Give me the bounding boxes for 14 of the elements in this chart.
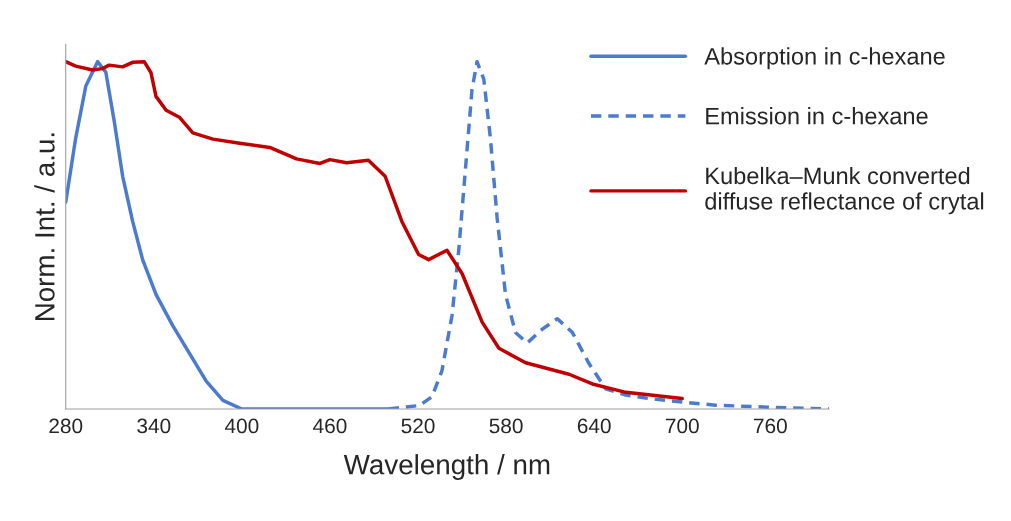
legend-label: Absorption in c-hexane bbox=[704, 47, 945, 70]
x-tick-label: 340 bbox=[137, 418, 171, 434]
x-tick-label: 700 bbox=[665, 418, 699, 434]
x-tick-label: 760 bbox=[753, 418, 787, 434]
legend-label: Kubelka–Munk converted diffuse reflectance of crytal bbox=[705, 166, 984, 215]
x-axis-title: Wavelength / nm bbox=[343, 454, 550, 480]
legend-label: Emission in c-hexane bbox=[706, 107, 928, 125]
x-tick-label: 460 bbox=[313, 418, 347, 434]
x-tick-label: 280 bbox=[49, 418, 83, 434]
y-axis-title: Norm. Int. / a.u. bbox=[34, 133, 55, 321]
x-tick-label: 400 bbox=[224, 418, 259, 434]
x-tick-label: 580 bbox=[489, 418, 523, 434]
x-tick-label: 520 bbox=[401, 418, 435, 434]
x-tick-label: 640 bbox=[577, 418, 611, 434]
